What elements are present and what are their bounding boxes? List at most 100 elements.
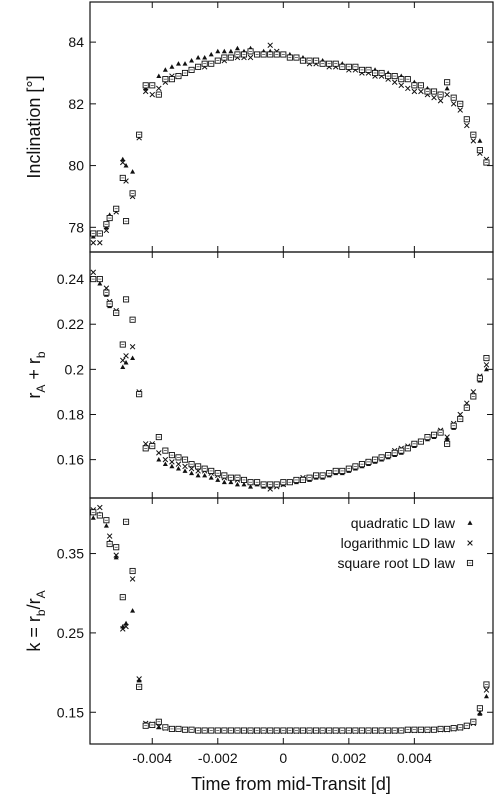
marker-square [162, 724, 169, 731]
marker-square [476, 147, 483, 154]
marker-cross [483, 362, 490, 368]
marker-square [352, 727, 359, 734]
ylabel-mid: /r [24, 598, 44, 609]
marker-triangle [175, 61, 181, 66]
marker-square [227, 474, 234, 481]
marker-triangle [113, 554, 119, 560]
marker-triangle [169, 64, 175, 69]
marker-triangle [120, 156, 126, 162]
marker-square [463, 404, 470, 411]
marker-cross [470, 138, 477, 144]
marker-square [286, 479, 293, 486]
marker-triangle [202, 472, 208, 478]
marker-square [103, 517, 110, 524]
marker-square [96, 230, 103, 237]
marker-square [299, 476, 307, 483]
marker-square [411, 82, 418, 89]
marker-square [136, 131, 143, 138]
marker-square [339, 727, 346, 734]
marker-square [90, 230, 97, 237]
y-tick-label: 0.35 [57, 546, 84, 562]
marker-square [254, 51, 261, 58]
marker-square [444, 440, 451, 447]
marker-triangle [208, 51, 214, 57]
marker-square [332, 727, 339, 734]
marker-square [417, 726, 424, 733]
x-axis-ticks: -0.004 -0.002 0 0.002 0.004 [132, 750, 432, 766]
marker-square [437, 429, 444, 436]
marker-square [103, 289, 110, 296]
marker-triangle [221, 479, 227, 485]
marker-cross [431, 94, 437, 101]
marker-square [214, 727, 221, 734]
panel-radius-ratio-frame [89, 497, 494, 745]
marker-triangle [130, 169, 136, 174]
marker-square [476, 375, 483, 382]
marker-square [247, 727, 254, 734]
marker-square [417, 82, 424, 89]
marker-square [437, 725, 444, 732]
marker-square [175, 73, 182, 80]
marker-square [371, 456, 379, 463]
marker-triangle [123, 162, 129, 168]
marker-triangle [189, 58, 195, 63]
marker-square [122, 296, 130, 303]
marker-square [457, 724, 464, 731]
marker-square [326, 470, 333, 477]
marker-triangle [221, 48, 227, 54]
marker-triangle [483, 693, 489, 699]
marker-square [208, 467, 215, 474]
marker-square [273, 481, 280, 488]
marker-square [483, 355, 490, 362]
marker-square [136, 683, 143, 690]
marker-square [391, 727, 398, 734]
marker-square [155, 434, 162, 441]
marker-triangle [444, 436, 450, 442]
marker-cross [418, 88, 424, 95]
marker-square [319, 727, 326, 734]
marker-square [188, 66, 195, 73]
marker-square [306, 474, 313, 481]
legend-markers [466, 520, 474, 567]
marker-square [306, 57, 313, 64]
panel-inclination-markers [90, 42, 490, 246]
marker-square [476, 705, 483, 712]
marker-square [240, 476, 248, 483]
marker-cross [120, 626, 126, 632]
marker-square [319, 472, 326, 479]
marker-square [404, 445, 411, 452]
marker-square [119, 594, 126, 601]
marker-square [398, 727, 405, 734]
marker-square [345, 727, 352, 734]
marker-square [345, 63, 352, 70]
marker-square [106, 540, 113, 548]
y-tick-label: 78 [68, 219, 84, 235]
y-tick-label: 84 [68, 34, 84, 50]
marker-square [142, 445, 149, 452]
marker-square [352, 63, 359, 70]
marker-square [293, 727, 300, 734]
marker-square [181, 456, 189, 463]
marker-square [450, 94, 457, 101]
panel-inclination-frame [89, 1, 494, 253]
marker-cross [123, 353, 129, 359]
marker-square [339, 63, 346, 70]
marker-square [188, 726, 195, 733]
marker-cross [411, 88, 418, 95]
marker-square [411, 726, 418, 733]
ylabel-sub2: b [34, 351, 48, 358]
marker-square [113, 309, 120, 316]
marker-square [122, 518, 130, 525]
marker-square [188, 461, 195, 468]
marker-cross [175, 461, 182, 467]
marker-square [234, 727, 241, 734]
marker-square [470, 718, 477, 725]
marker-cross [457, 107, 463, 113]
marker-square [168, 725, 175, 732]
marker-triangle [182, 61, 188, 66]
marker-square [260, 481, 267, 488]
marker-square [201, 727, 208, 734]
marker-square [122, 218, 130, 225]
marker-triangle [248, 484, 254, 489]
